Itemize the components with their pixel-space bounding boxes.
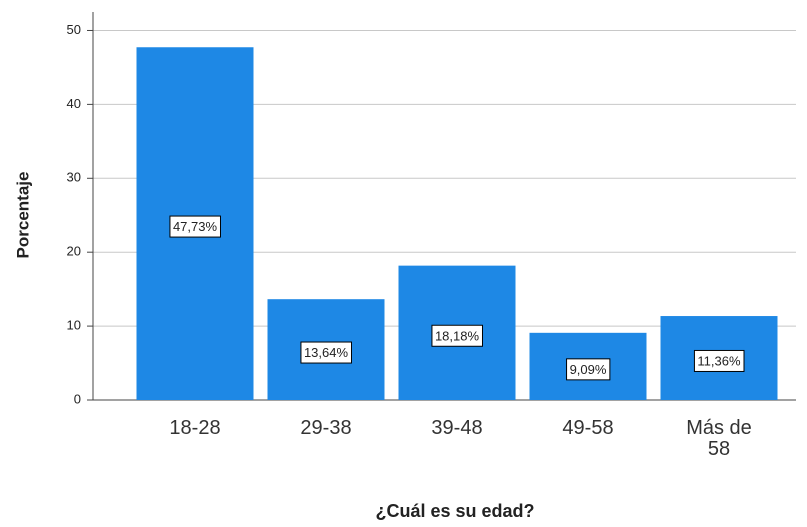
data-label: 47,73% (173, 219, 218, 234)
data-label-box (693, 349, 745, 372)
data-label-box (566, 358, 611, 381)
y-tick-label: 50 (67, 22, 81, 37)
y-tick-label: 40 (67, 96, 81, 111)
x-axis-title: ¿Cuál es su edad? (375, 501, 534, 521)
data-label-box (169, 215, 221, 238)
data-label: 9,09% (570, 362, 607, 377)
data-label-box (300, 341, 352, 364)
y-tick-label: 30 (67, 170, 81, 185)
y-tick-label: 10 (67, 318, 81, 333)
x-tick-label: 39-48 (431, 417, 483, 439)
data-label-box (431, 324, 483, 347)
y-tick-label: 20 (67, 244, 81, 259)
data-label: 11,36% (697, 353, 741, 368)
data-label: 13,64% (304, 345, 349, 360)
y-axis-title: Porcentaje (13, 172, 32, 259)
x-tick-label: Más de 58 (686, 417, 752, 460)
x-tick-label: 18-28 (169, 417, 221, 439)
x-tick-label: 49-58 (562, 417, 614, 439)
y-tick-label: 0 (74, 391, 81, 406)
data-label: 18,18% (435, 328, 480, 343)
x-tick-label: 29-38 (300, 417, 352, 439)
